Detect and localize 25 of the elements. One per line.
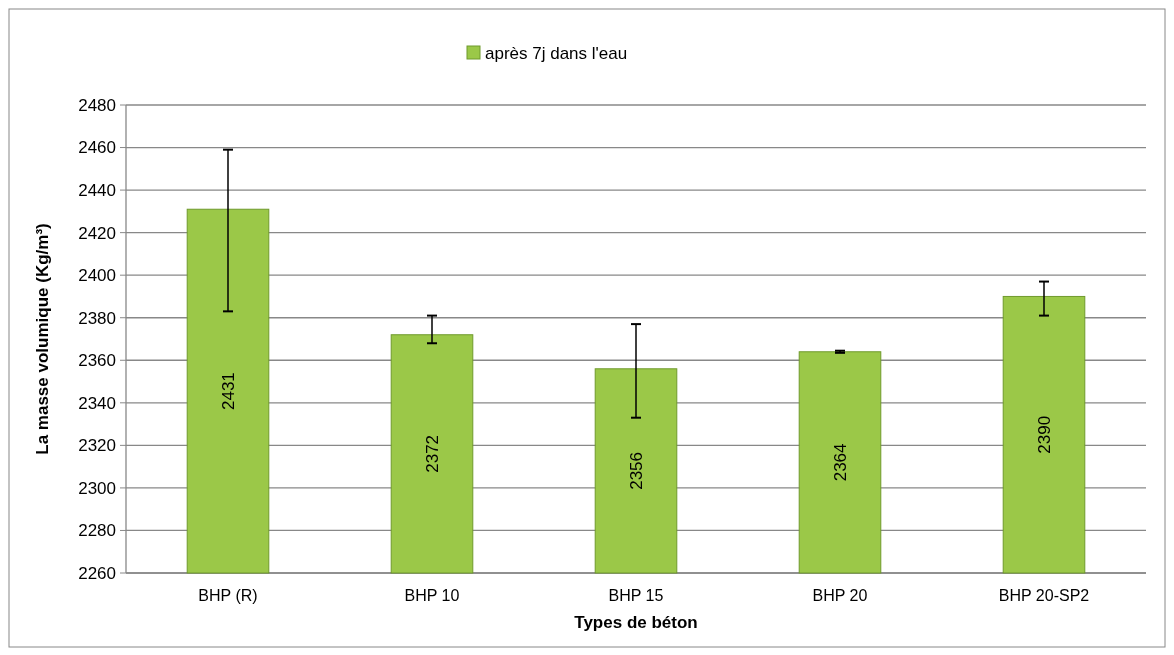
legend-label: après 7j dans l'eau <box>485 43 628 63</box>
y-tick-label: 2480 <box>78 95 116 115</box>
data-label: 2356 <box>627 451 646 490</box>
y-tick-label: 2360 <box>78 351 116 371</box>
y-axis-title: La masse volumique (Kg/m³) <box>33 223 52 455</box>
data-label: 2431 <box>219 372 238 411</box>
x-tick-label: BHP 20-SP2 <box>998 587 1090 604</box>
y-tick-label: 2460 <box>78 138 116 158</box>
y-tick-label: 2380 <box>78 308 116 328</box>
x-axis-title: Types de béton <box>574 613 698 632</box>
y-tick-label: 2300 <box>78 478 116 498</box>
y-tick-label: 2260 <box>78 563 116 583</box>
data-label: 2390 <box>1035 415 1054 454</box>
x-tick-label: BHP (R) <box>198 587 258 604</box>
x-tick-label: BHP 15 <box>608 587 664 604</box>
y-tick-label: 2320 <box>78 436 116 456</box>
y-tick-label: 2440 <box>78 181 116 201</box>
x-tick-label: BHP 20 <box>812 587 868 604</box>
y-tick-label: 2340 <box>78 393 116 413</box>
data-label: 2372 <box>423 434 442 473</box>
x-tick-label: BHP 10 <box>404 587 460 604</box>
y-tick-label: 2280 <box>78 521 116 541</box>
y-tick-label: 2420 <box>78 223 116 243</box>
y-tick-label: 2400 <box>78 266 116 286</box>
data-label: 2364 <box>831 443 850 482</box>
